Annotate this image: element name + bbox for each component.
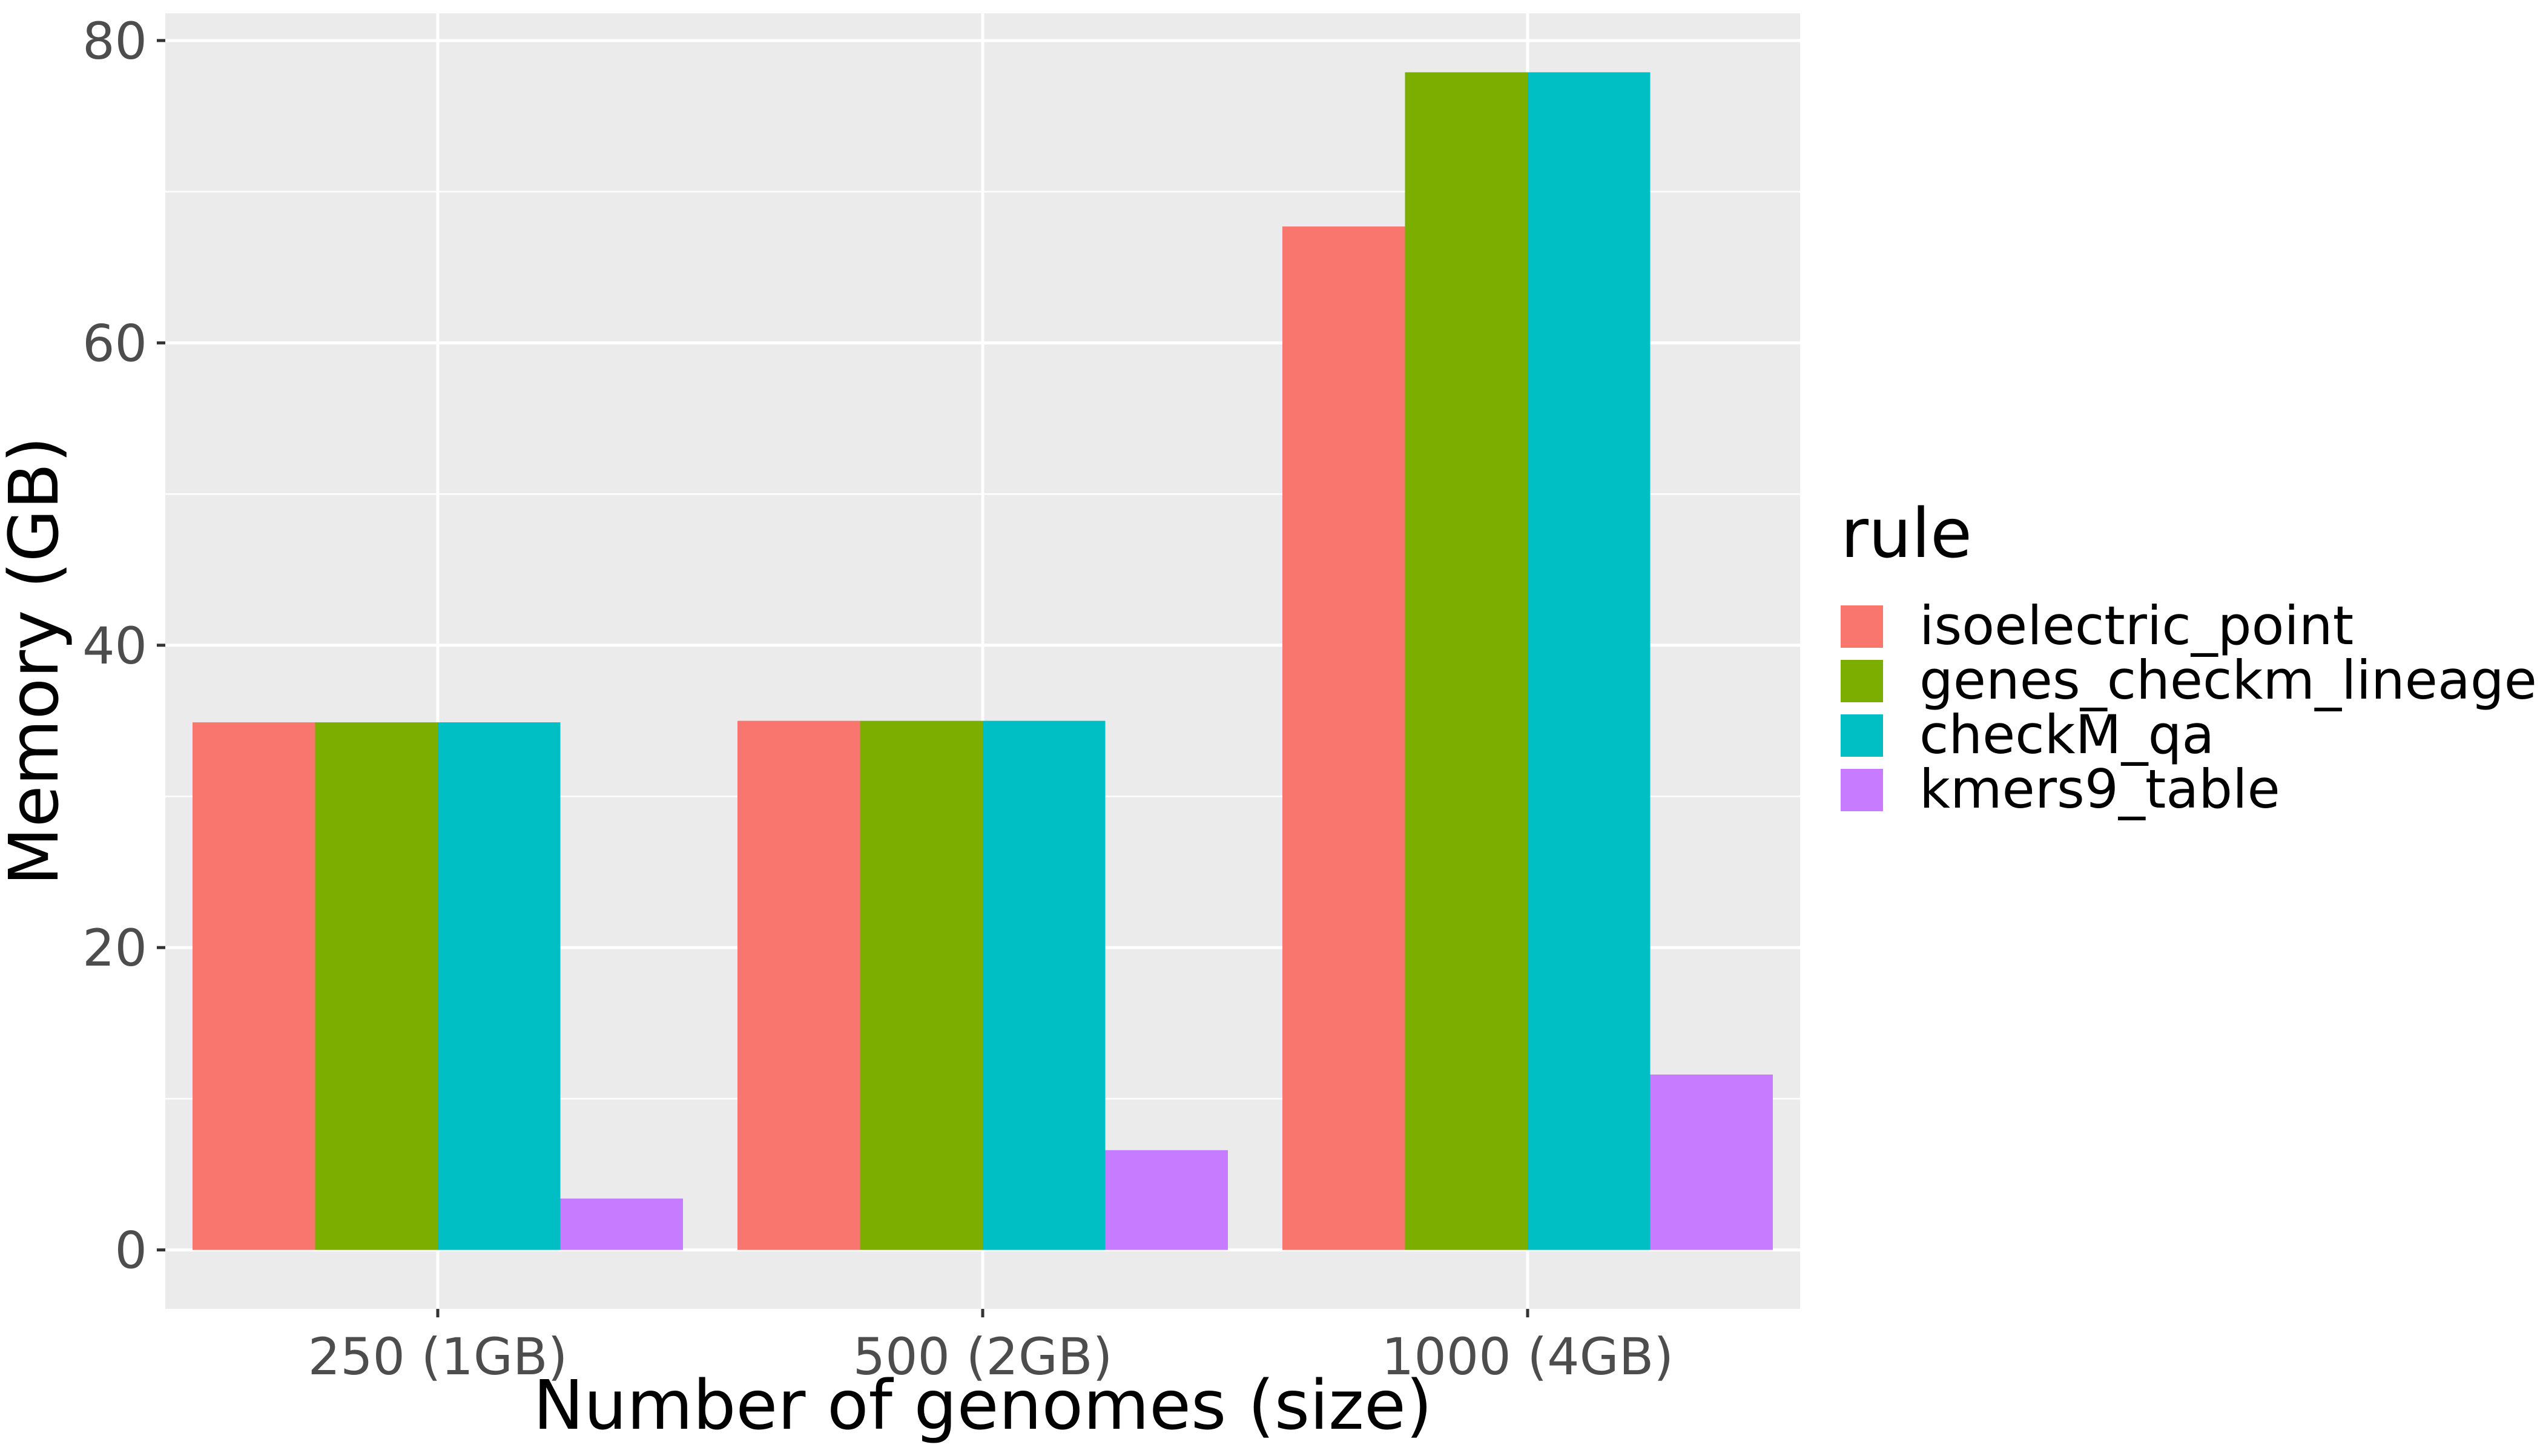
y-axis-title: Memory (GB) [0, 436, 74, 886]
legend-label: genes_checkm_lineage [1919, 649, 2537, 711]
bar-genes_checkm_lineage [315, 722, 438, 1250]
bar-kmers9_table [560, 1198, 683, 1250]
bars [193, 72, 1773, 1250]
legend-label: checkM_qa [1919, 703, 2214, 766]
legend-key-checkM_qa [1841, 714, 1883, 757]
x-tick-label: 1000 (4GB) [1382, 1327, 1674, 1386]
bar-genes_checkm_lineage [1405, 72, 1528, 1250]
y-tick-label: 40 [82, 616, 147, 676]
x-tick-label: 500 (2GB) [853, 1327, 1113, 1386]
y-tick-label: 80 [82, 12, 147, 71]
legend-key-kmers9_table [1841, 769, 1883, 811]
legend-key-isoelectric_point [1841, 605, 1883, 648]
y-tick-label: 0 [115, 1221, 147, 1280]
bar-isoelectric_point [193, 722, 315, 1250]
legend-label: kmers9_table [1919, 758, 2280, 820]
bar-genes_checkm_lineage [860, 720, 983, 1250]
bar-checkM_qa [1528, 72, 1651, 1250]
bar-isoelectric_point [737, 720, 860, 1250]
y-tick-label: 20 [82, 918, 147, 978]
bar-kmers9_table [1650, 1074, 1773, 1250]
bar-isoelectric_point [1282, 226, 1405, 1250]
x-axis: 250 (1GB) 500 (2GB) 1000 (4GB) [308, 1309, 1674, 1386]
x-tick-label: 250 (1GB) [308, 1327, 568, 1386]
legend: rule isoelectric_pointgenes_checkm_linea… [1841, 495, 2537, 820]
y-tick-label: 60 [82, 314, 147, 373]
x-axis-title: Number of genomes (size) [533, 1366, 1432, 1445]
legend-key-genes_checkm_lineage [1841, 660, 1883, 702]
legend-title: rule [1841, 495, 1972, 573]
y-axis: 0 20 40 60 80 [82, 12, 165, 1280]
bar-kmers9_table [1105, 1150, 1228, 1250]
legend-label: isoelectric_point [1919, 595, 2353, 657]
bar-checkM_qa [438, 722, 561, 1250]
bar-checkM_qa [983, 720, 1106, 1250]
